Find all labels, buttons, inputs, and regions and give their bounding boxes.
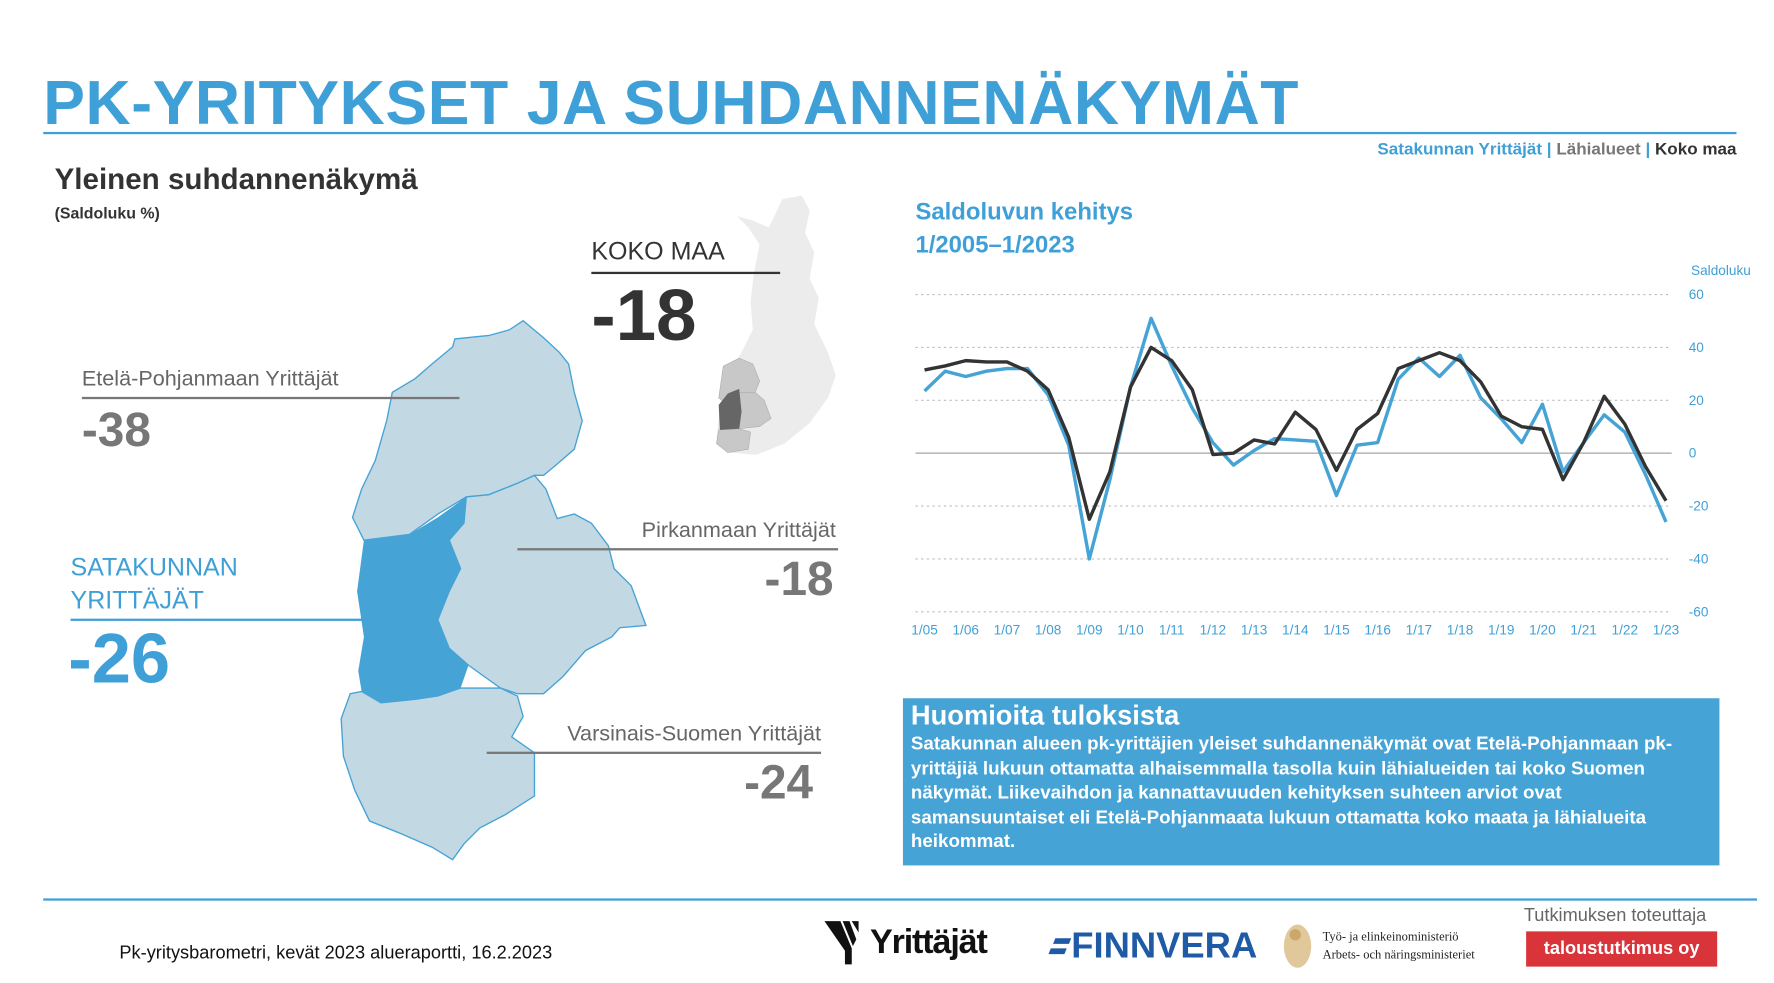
x-tick-label: 1/15 — [1323, 623, 1350, 638]
x-tick-label: 1/12 — [1200, 623, 1227, 638]
varsinais-suomi-label: Varsinais-Suomen Yrittäjät — [567, 722, 821, 747]
footer-source: Pk-yritysbarometri, kevät 2023 aluerapor… — [119, 944, 552, 964]
footer-divider — [43, 898, 1757, 900]
tem-lion-icon — [1279, 921, 1315, 971]
x-tick-label: 1/18 — [1447, 623, 1474, 638]
x-tick-label: 1/17 — [1406, 623, 1433, 638]
y-tick-label: -40 — [1689, 551, 1709, 566]
taloustutkimus-logo: taloustutkimus oy — [1526, 931, 1717, 966]
x-tick-label: 1/07 — [994, 623, 1021, 638]
map-region-varsinais-suomi — [341, 688, 534, 860]
x-tick-label: 1/16 — [1364, 623, 1391, 638]
yrittajat-logo-text: Yrittäjät — [870, 923, 987, 962]
finnvera-logo: FINNVERA — [1048, 925, 1257, 967]
yrittajat-logo: Yrittäjät — [824, 919, 986, 967]
x-tick-label: 1/23 — [1653, 623, 1680, 638]
finnvera-logo-mark — [1048, 933, 1071, 958]
x-tick-label: 1/08 — [1035, 623, 1062, 638]
line-chart: Saldoluku 60 40 20 0 -20 -40 -60 1/05 1/06 1/07 1/0… — [0, 0, 1774, 682]
x-tick-label: 1/19 — [1488, 623, 1515, 638]
x-tick-label: 1/10 — [1117, 623, 1144, 638]
x-tick-label: 1/09 — [1076, 623, 1103, 638]
varsinais-suomi-value: -24 — [744, 755, 813, 810]
tem-logo-sv: Arbets- och näringsministeriet — [1323, 946, 1475, 964]
y-axis-label: Saldoluku — [1691, 263, 1751, 278]
notes-box: Huomioita tuloksista Satakunnan alueen p… — [903, 698, 1720, 865]
series-line-koko-maa — [925, 347, 1666, 519]
y-tick-label: 20 — [1689, 393, 1705, 408]
notes-heading: Huomioita tuloksista — [903, 698, 1720, 732]
yrittajat-logo-mark — [824, 919, 869, 967]
y-tick-label: 60 — [1689, 287, 1705, 302]
y-tick-label: 40 — [1689, 340, 1705, 355]
x-tick-label: 1/22 — [1612, 623, 1639, 638]
finnvera-logo-text: FINNVERA — [1071, 925, 1257, 967]
x-tick-label: 1/13 — [1241, 623, 1268, 638]
series-line-satakunta — [925, 318, 1666, 559]
x-tick-label: 1/06 — [952, 623, 979, 638]
notes-body: Satakunnan alueen pk-yrittäjien yleiset … — [903, 732, 1720, 854]
producer-label: Tutkimuksen toteuttaja — [1524, 906, 1706, 926]
y-tick-label: -60 — [1689, 604, 1709, 619]
y-tick-label: 0 — [1689, 446, 1697, 461]
x-tick-label: 1/20 — [1529, 623, 1556, 638]
y-tick-label: -20 — [1689, 499, 1709, 514]
varsinais-suomi-leader — [487, 752, 821, 754]
tem-logo: Työ- ja elinkeinoministeriö Arbets- och … — [1279, 921, 1474, 971]
x-tick-label: 1/21 — [1570, 623, 1597, 638]
x-tick-label: 1/05 — [911, 623, 938, 638]
tem-logo-fi: Työ- ja elinkeinoministeriö — [1323, 928, 1475, 946]
x-tick-label: 1/14 — [1282, 623, 1309, 638]
x-tick-label: 1/11 — [1159, 623, 1185, 638]
